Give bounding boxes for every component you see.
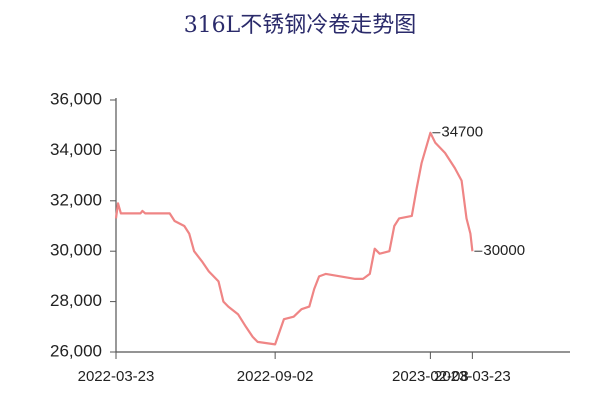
annotation-label: 34700 xyxy=(441,124,483,141)
y-tick-label: 36,000 xyxy=(50,89,102,108)
y-tick-label: 34,000 xyxy=(50,140,102,159)
line-series xyxy=(114,131,474,346)
annotation-label: 30000 xyxy=(483,242,525,259)
y-tick-label: 28,000 xyxy=(50,291,102,310)
x-tick-label: 2022-09-02 xyxy=(237,368,314,385)
x-tick-label: 2023-03-23 xyxy=(434,368,511,385)
y-tick-label: 26,000 xyxy=(50,341,102,360)
x-tick-label: 2023-02-08 xyxy=(392,368,469,385)
y-tick-label: 32,000 xyxy=(50,190,102,209)
x-tick-label: 2022-03-23 xyxy=(78,368,155,385)
y-tick-label: 30,000 xyxy=(50,241,102,260)
chart-title: 316L不锈钢冷卷走势图 xyxy=(184,13,417,38)
